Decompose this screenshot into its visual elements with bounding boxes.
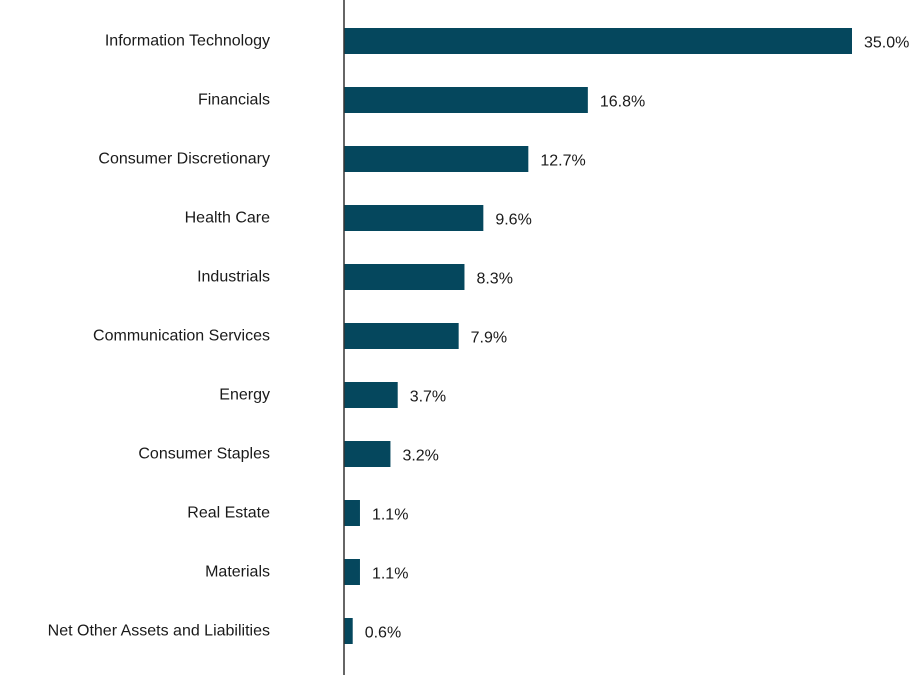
category-label: Consumer Staples	[138, 446, 270, 463]
value-label: 7.9%	[471, 330, 507, 347]
bar-consumer-discretionary	[344, 146, 529, 172]
bar-health-care	[344, 205, 484, 231]
value-labels-group: 35.0% 16.8% 12.7% 9.6% 8.3% 7.9% 3.7% 3.2% 1.1% 1…	[365, 35, 910, 642]
value-label: 1.1%	[372, 507, 408, 524]
value-label: 3.7%	[410, 389, 446, 406]
bars-group	[344, 28, 852, 644]
value-label: 35.0%	[864, 35, 909, 52]
value-label: 16.8%	[600, 94, 645, 111]
category-label: Real Estate	[187, 505, 270, 522]
value-label: 1.1%	[372, 566, 408, 583]
category-label: Consumer Discretionary	[98, 151, 270, 168]
category-label: Energy	[219, 387, 270, 404]
bar-information-technology	[344, 28, 852, 54]
category-labels-group: Information Technology Financials Consumer…	[48, 33, 270, 640]
category-label: Net Other Assets and Liabilities	[48, 623, 270, 640]
category-label: Communication Services	[93, 328, 270, 345]
category-label: Information Technology	[105, 33, 270, 50]
category-label: Health Care	[185, 210, 270, 227]
value-label: 12.7%	[540, 153, 585, 170]
category-label: Materials	[205, 564, 270, 581]
bar-materials	[344, 559, 360, 585]
category-label: Industrials	[197, 269, 270, 286]
category-label: Financials	[198, 92, 270, 109]
bar-financials	[344, 87, 588, 113]
value-label: 8.3%	[476, 271, 512, 288]
value-label: 0.6%	[365, 625, 401, 642]
value-label: 9.6%	[495, 212, 531, 229]
bar-net-other-assets-and-liabilities	[344, 618, 353, 644]
bar-communication-services	[344, 323, 459, 349]
value-label: 3.2%	[402, 448, 438, 465]
bar-industrials	[344, 264, 465, 290]
bar-real-estate	[344, 500, 360, 526]
bar-energy	[344, 382, 398, 408]
bar-consumer-staples	[344, 441, 391, 467]
